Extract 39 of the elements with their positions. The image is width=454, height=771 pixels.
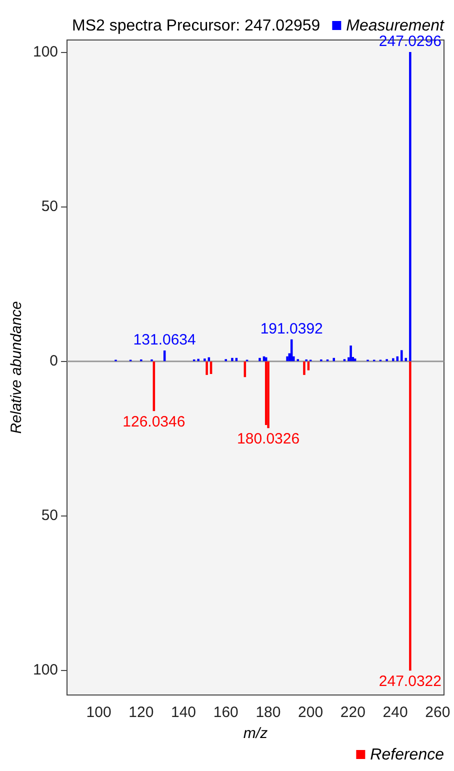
bar xyxy=(231,358,234,362)
x-tick-label: 160 xyxy=(213,704,238,722)
bar xyxy=(392,358,394,362)
y-tick-label: 100 xyxy=(32,44,58,60)
annotation: 126.0346 xyxy=(122,413,186,430)
y-tick-label: 50 xyxy=(41,198,58,215)
x-axis-title: m/z xyxy=(243,725,268,742)
legend-label: Reference xyxy=(370,746,444,764)
bar xyxy=(267,361,270,428)
x-tick-label: 180 xyxy=(256,704,281,722)
bar xyxy=(197,358,200,362)
y-axis-title: Relative abundance xyxy=(8,301,26,434)
annotation: 191.0392 xyxy=(260,320,323,338)
chart-title: MS2 spectra Precursor: 247.02959 xyxy=(72,17,320,34)
bar xyxy=(409,361,412,671)
x-tick-label: 120 xyxy=(128,704,154,722)
annotation: 180.0326 xyxy=(237,430,300,448)
y-tick-label: 0 xyxy=(50,352,58,370)
x-tick-label: 100 xyxy=(86,704,112,722)
bar xyxy=(206,361,208,375)
y-tick-label: 100 xyxy=(32,661,58,678)
x-tick-label: 200 xyxy=(298,704,324,722)
bar xyxy=(258,358,261,362)
annotation: 131.0634 xyxy=(133,331,196,348)
bar xyxy=(303,361,306,375)
y-tick-label: 50 xyxy=(41,506,58,524)
x-tick-label: 140 xyxy=(170,704,196,722)
bar xyxy=(307,361,310,370)
legend-label: Measurement xyxy=(346,17,445,34)
bar xyxy=(332,358,336,362)
bar xyxy=(409,52,412,362)
x-tick-label: 240 xyxy=(382,704,408,722)
x-tick-label: 220 xyxy=(340,704,366,722)
x-tick-label: 260 xyxy=(425,704,450,722)
bar xyxy=(400,350,403,362)
annotation: 247.0322 xyxy=(378,672,442,690)
bar xyxy=(350,346,352,362)
bar xyxy=(286,356,288,362)
bar xyxy=(204,358,206,362)
